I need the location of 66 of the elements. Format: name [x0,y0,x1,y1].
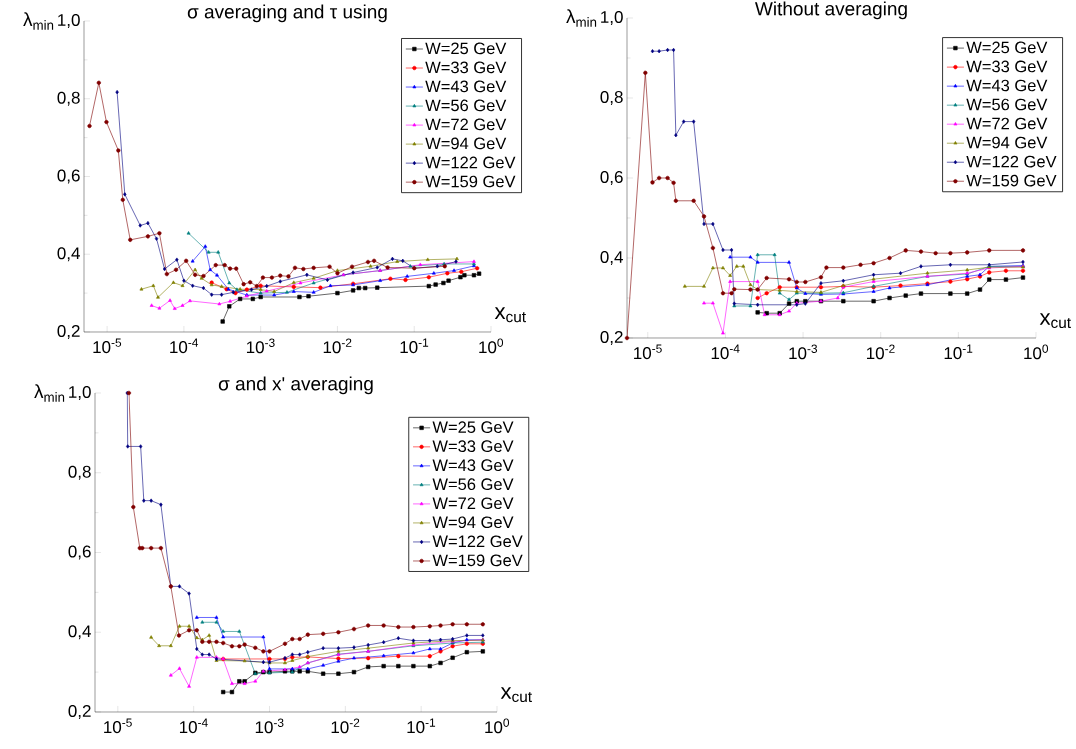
legend-label: W=94 GeV [425,137,507,150]
y-tick-label: 0,4 [600,250,623,266]
x-tick-label: 10$^{-3}$ [255,718,284,734]
x-axis-title: x$_{cut}$ [500,687,532,703]
legend-label: W=33 GeV [432,440,514,453]
y-tick-label: 0,6 [68,545,91,560]
x-tick-label: 10$^{-1}$ [407,718,436,734]
y-tick-label: 0,8 [57,91,80,106]
legend-label: W=159 GeV [425,175,516,188]
y-tick-label: 1,0 [69,385,91,401]
legend-label: W=72 GeV [425,118,507,131]
y-tick-label: 0,6 [600,170,623,186]
y-axis-title: λ$_{min}$ [23,12,54,30]
x-tick-label: 10$^{-5}$ [93,338,122,354]
legend-label: W=159 GeV [432,554,523,567]
legend-label: W=43 GeV [425,80,507,93]
y-tick-label: 0,6 [57,169,80,184]
x-tick-label: 10$^{0}$ [479,338,504,354]
x-tick-label: 10$^{-2}$ [323,338,352,354]
y-tick-label: 0,8 [600,90,623,106]
legend-label: W=25 GeV [966,41,1048,54]
legend-label: W=25 GeV [425,42,507,55]
legend-label: W=72 GeV [966,117,1048,130]
x-axis-title: x$_{cut}$ [494,307,526,323]
y-tick-label: 0,4 [68,625,91,640]
x-tick-label: 10$^{-3}$ [246,338,275,354]
y-tick-label: 0,2 [57,324,80,340]
y-tick-label: 0,2 [600,330,623,346]
x-tick-label: 10$^{-1}$ [944,344,973,360]
y-tick-label: 1,0 [58,13,80,29]
legend-label: W=56 GeV [432,478,514,491]
legend-label: W=94 GeV [432,516,514,529]
y-tick-label: 1,0 [601,10,623,26]
legend-label: W=43 GeV [966,79,1048,92]
legend-label: W=56 GeV [425,99,507,112]
chart-title: Without averaging [755,1,907,20]
y-axis-title: λ$_{min}$ [34,384,65,402]
y-axis-title: λ$_{min}$ [566,9,597,27]
legend-label: W=122 GeV [432,535,523,548]
x-tick-label: 10$^{-3}$ [789,344,818,360]
x-tick-label: 10$^{0}$ [1024,344,1049,360]
y-tick-label: 0,8 [68,465,91,480]
legend-label: W=25 GeV [432,421,514,433]
x-tick-label: 10$^{-2}$ [331,718,360,734]
x-tick-label: 10$^{0}$ [485,718,510,734]
legend-label: W=33 GeV [425,61,507,74]
x-tick-label: 10$^{-5}$ [104,718,132,734]
y-tick-label: 0,4 [57,247,80,262]
x-tick-label: 10$^{-1}$ [400,338,429,354]
legend-label: W=122 GeV [425,156,516,169]
x-tick-label: 10$^{-4}$ [711,344,740,360]
chart-title: σ and x' averaging [218,376,373,395]
x-axis-title: x$_{cut}$ [1039,313,1071,329]
legend-label: W=122 GeV [966,155,1057,168]
legend-label: W=56 GeV [966,98,1048,111]
x-tick-label: 10$^{-4}$ [179,718,208,734]
legend-label: W=94 GeV [966,136,1048,149]
x-tick-label: 10$^{-4}$ [170,338,199,354]
y-tick-label: 0,2 [68,704,91,720]
x-tick-label: 10$^{-5}$ [634,344,662,360]
x-tick-label: 10$^{-2}$ [867,344,895,360]
legend-label: W=43 GeV [432,459,514,472]
legend-label: W=159 GeV [966,174,1057,187]
legend-label: W=33 GeV [966,60,1048,73]
chart-title: σ averaging and τ using [187,4,387,23]
legend-label: W=72 GeV [432,497,514,510]
